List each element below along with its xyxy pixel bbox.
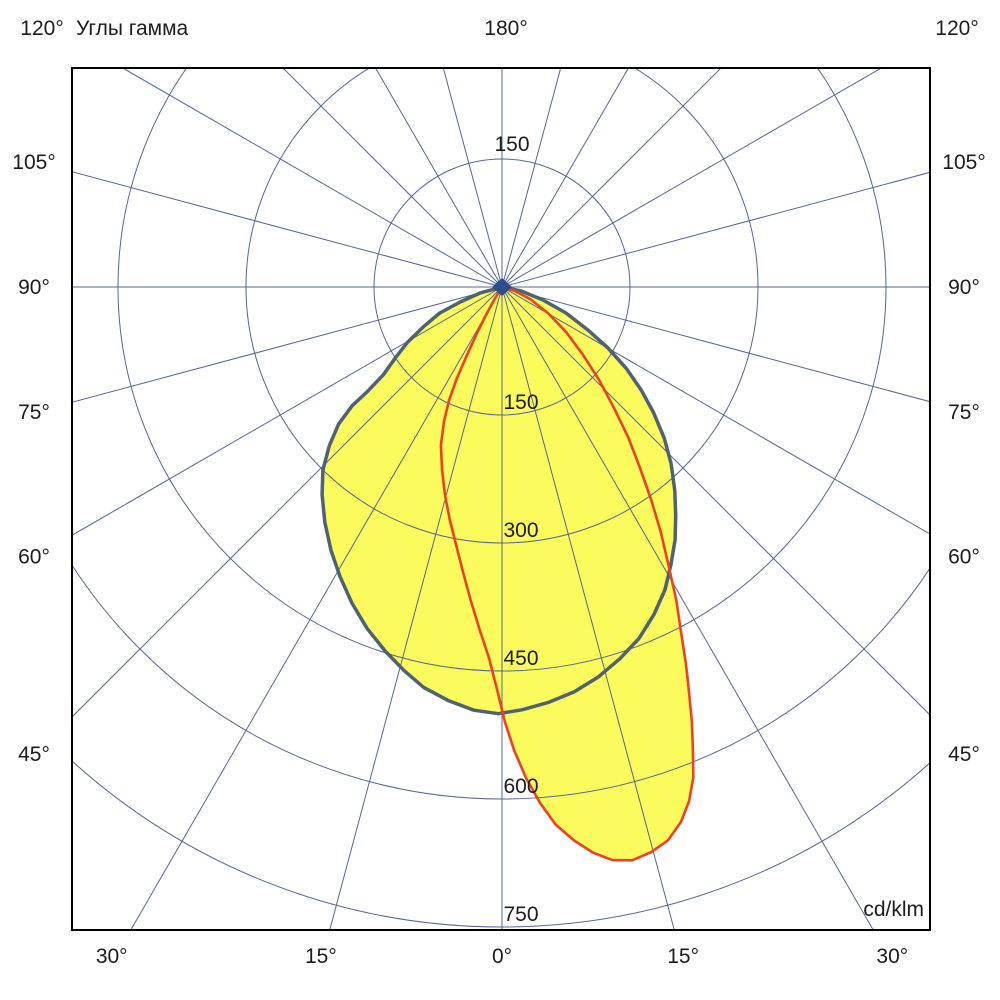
grid-ray-300 — [72, 286, 503, 536]
grid-ray-120 — [501, 68, 883, 288]
radial-tick-label-150: 150 — [503, 391, 538, 414]
bottom-angle-label-4: 30° — [876, 945, 908, 968]
side-angle-label-left-45: 45° — [18, 743, 50, 766]
radial-tick-label-750: 750 — [503, 903, 538, 926]
grid-ray-150 — [501, 68, 630, 288]
grid-ray-30 — [501, 286, 874, 930]
bottom-angle-label-0: 30° — [96, 945, 128, 968]
series-outline-blue — [320, 285, 678, 716]
side-angle-label-right-75: 75° — [948, 401, 980, 424]
radial-tick-label-top-150: 150 — [494, 133, 529, 156]
side-angle-label-right-90: 90° — [948, 276, 980, 299]
grid-ray-285 — [72, 286, 503, 403]
grid-ray-195 — [442, 68, 503, 288]
grid-ray-210 — [374, 68, 503, 288]
grid-ray-60 — [501, 286, 930, 535]
center-marker — [492, 278, 512, 296]
corner-angle-label-right: 120° — [935, 17, 978, 40]
grid-ray-255 — [72, 171, 503, 288]
grid-ray-315 — [72, 286, 503, 718]
radial-tick-label-300: 300 — [503, 519, 538, 542]
grid-ray-45 — [501, 286, 930, 716]
unit-label: cd/klm — [863, 898, 924, 921]
grid-ray-15 — [501, 286, 675, 930]
bottom-angle-label-2: 0° — [492, 945, 512, 968]
radial-tick-label-600: 600 — [503, 775, 538, 798]
side-angle-label-right-60: 60° — [948, 546, 980, 569]
bottom-angle-label-1: 15° — [305, 945, 337, 968]
bottom-angle-label-3: 15° — [667, 945, 699, 968]
top-center-angle-label: 180° — [484, 17, 527, 40]
grid-ray-75 — [501, 286, 930, 403]
plot-border — [71, 67, 931, 931]
side-angle-label-right-45: 45° — [948, 743, 980, 766]
grid-ray-135 — [501, 68, 722, 288]
grid-ray-225 — [282, 68, 503, 288]
side-angle-label-left-90: 90° — [18, 276, 50, 299]
grid-ray-105 — [501, 171, 930, 288]
grid-ray-240 — [121, 68, 503, 288]
side-angle-label-right-105: 105° — [942, 151, 985, 174]
radial-tick-label-450: 450 — [503, 647, 538, 670]
grid-ray-165 — [501, 68, 562, 288]
side-angle-label-left-75: 75° — [18, 401, 50, 424]
series-outline-red — [439, 285, 695, 862]
side-angle-label-left-105: 105° — [12, 151, 55, 174]
gamma-axis-title: Углы гамма — [76, 17, 189, 40]
side-angle-label-left-60: 60° — [18, 546, 50, 569]
corner-angle-label-left: 120° — [20, 17, 63, 40]
grid-ray-330 — [130, 286, 503, 930]
